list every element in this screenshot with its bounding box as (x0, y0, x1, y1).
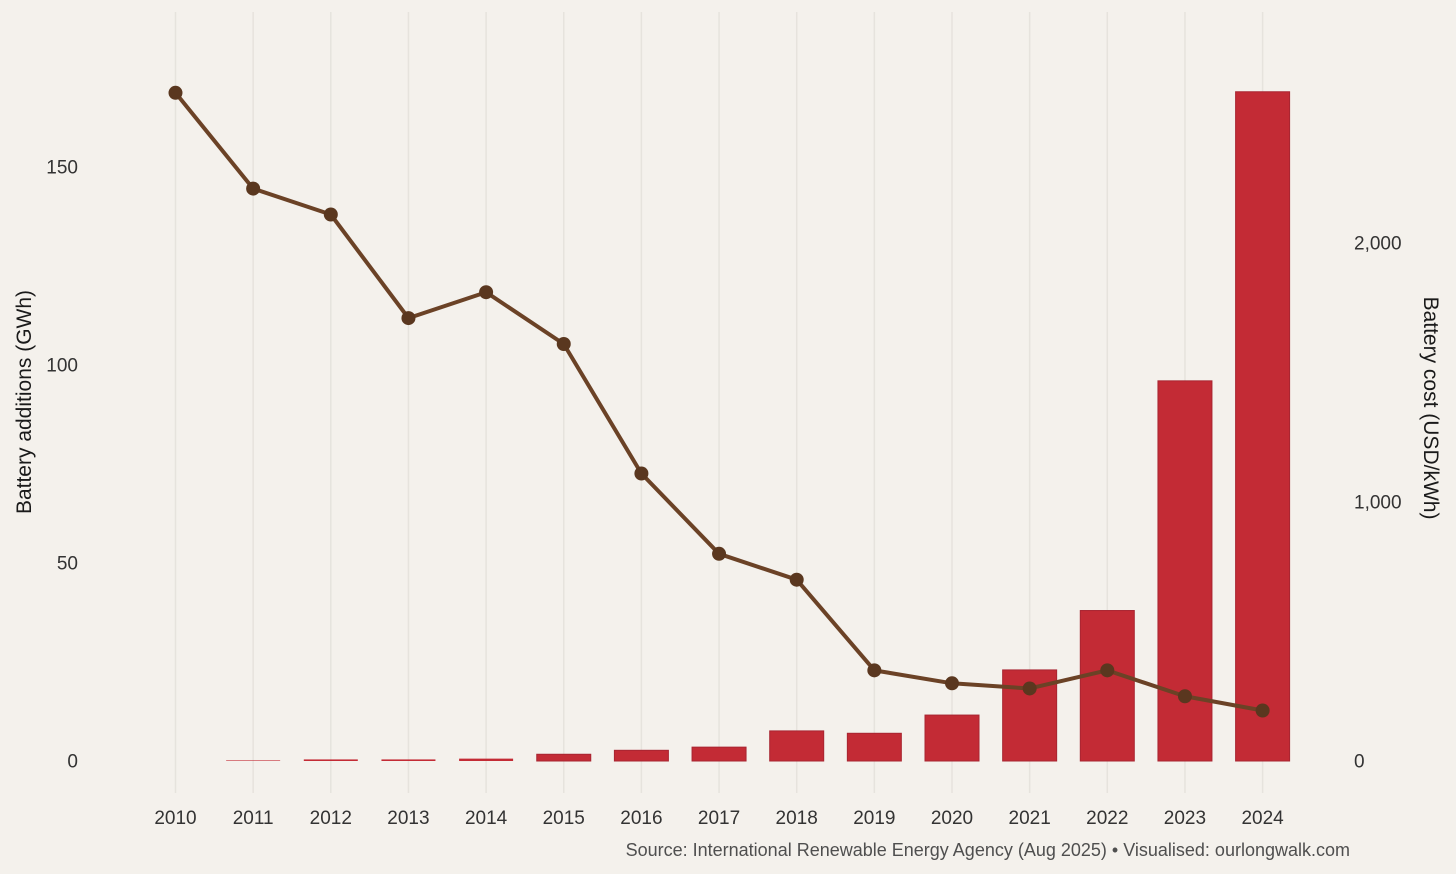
bar-2022 (1079, 610, 1135, 762)
line-point-2019 (867, 663, 882, 678)
line-point-2020 (945, 676, 959, 691)
left-axis-tick-100: 100 (46, 356, 78, 377)
line-point-2010 (168, 85, 183, 100)
bar-2023 (1157, 380, 1213, 762)
line-point-2018 (789, 572, 804, 587)
line-point-2022 (1100, 663, 1115, 678)
line-point-2023 (1177, 689, 1192, 704)
line-point-2013 (401, 311, 416, 326)
x-axis-tick-2023: 2023 (1164, 808, 1206, 829)
right-axis-title: Battery cost (USD/kWh) (1419, 296, 1442, 520)
x-axis-tick-2010: 2010 (154, 808, 196, 829)
left-axis-title: Battery additions (GWh) (13, 289, 36, 515)
line-point-2016 (634, 466, 649, 481)
bar-2018 (769, 730, 825, 762)
x-axis-tick-2011: 2011 (233, 808, 274, 829)
bar-2014 (459, 758, 514, 761)
x-axis-tick-2020: 2020 (931, 808, 973, 829)
bar-2019 (846, 732, 902, 762)
line-point-2017 (712, 546, 727, 561)
x-axis-tick-2021: 2021 (1009, 808, 1051, 829)
bar-2015 (536, 753, 592, 762)
right-axis-tick-0: 0 (1354, 752, 1365, 773)
left-axis-tick-50: 50 (57, 554, 78, 575)
x-axis-tick-2014: 2014 (465, 808, 508, 829)
line-point-2021 (1022, 681, 1037, 696)
bar-2017 (691, 746, 747, 762)
x-axis-tick-2015: 2015 (543, 808, 585, 829)
bar-2024 (1235, 91, 1291, 762)
line-point-2011 (246, 181, 261, 196)
x-axis-tick-2024: 2024 (1241, 808, 1284, 829)
x-axis-tick-2016: 2016 (620, 808, 662, 829)
x-axis-tick-2013: 2013 (387, 808, 429, 829)
x-axis-tick-2019: 2019 (853, 808, 895, 829)
x-axis-tick-2012: 2012 (310, 808, 352, 829)
bar-2016 (613, 749, 669, 762)
x-axis-tick-2018: 2018 (776, 808, 818, 829)
line-point-2015 (556, 337, 571, 352)
bar-2020 (924, 714, 980, 762)
bar-2013 (381, 759, 436, 761)
right-axis-tick-1,000: 1,000 (1354, 493, 1402, 514)
x-axis-tick-2017: 2017 (698, 808, 740, 829)
line-point-2012 (323, 207, 338, 222)
line-point-2014 (479, 285, 494, 300)
right-axis-tick-2,000: 2,000 (1354, 234, 1402, 255)
bar-2012 (303, 759, 358, 761)
bar-2011 (226, 760, 281, 761)
line-point-2024 (1255, 703, 1270, 718)
x-axis-tick-2022: 2022 (1086, 808, 1128, 829)
left-axis-tick-150: 150 (46, 158, 78, 179)
source-caption: Source: International Renewable Energy A… (625, 840, 1350, 860)
left-axis-tick-0: 0 (67, 752, 78, 773)
